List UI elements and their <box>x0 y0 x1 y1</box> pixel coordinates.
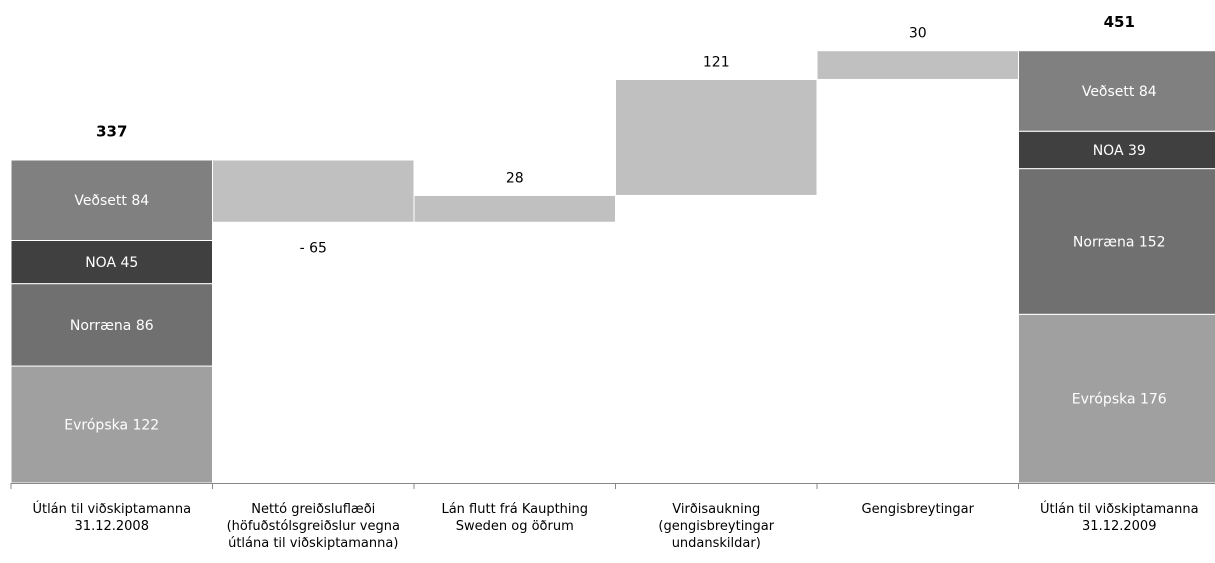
category-label-line: 31.12.2008 <box>75 519 149 534</box>
category-label: Gengisbreytingar <box>862 502 975 517</box>
category-label-line: Nettó greiðsluflæði <box>251 502 375 517</box>
segment-evr-pska <box>1018 313 1215 484</box>
change-label: 121 <box>703 54 730 70</box>
segment-evr-pska <box>10 365 213 484</box>
category-label-line: Útlán til viðskiptamanna <box>1040 501 1199 517</box>
category-label: Lán flutt frá Kaupthing Sweden og öðrum <box>441 502 588 534</box>
segment-label: Norræna 86 <box>70 318 154 334</box>
category-label-line: Sweden og öðrum <box>456 519 574 534</box>
change-bar <box>816 50 1019 80</box>
change-label: 30 <box>909 26 927 42</box>
total-label: 337 <box>96 122 127 140</box>
category-label: Nettó greiðsluflæði (höfuðstólsgreiðslur … <box>227 502 400 551</box>
category-label-line: (höfuðstólsgreiðslur vegna <box>227 519 400 534</box>
segment-label: Veðsett 84 <box>1082 84 1157 100</box>
category-label-line: Gengisbreytingar <box>862 502 975 517</box>
change-bar <box>615 78 818 196</box>
category-label: Útlán til viðskiptamanna 31.12.2008 <box>32 501 191 534</box>
segment-label: Evrópska 176 <box>1072 392 1167 408</box>
segment-label: Veðsett 84 <box>74 193 149 209</box>
category-label-line: 31.12.2009 <box>1082 519 1156 534</box>
change-label: - 65 <box>300 240 327 256</box>
change-bar <box>413 194 616 223</box>
category-label-line: Útlán til viðskiptamanna <box>32 501 191 517</box>
segment-label: NOA 45 <box>85 255 138 271</box>
category-label-line: útlána til viðskiptamanna) <box>228 536 398 551</box>
segment-label: Norræna 152 <box>1073 234 1166 250</box>
total-label: 451 <box>1104 13 1135 31</box>
segment-ve-sett <box>10 159 213 241</box>
segment-norr-na <box>10 283 213 367</box>
change-bar <box>212 159 415 223</box>
category-label-line: Virðisaukning <box>672 502 760 517</box>
category-label-line: undanskildar) <box>672 536 761 551</box>
change-label: 28 <box>506 170 524 186</box>
segment-norr-na <box>1018 168 1215 315</box>
category-label-line: (gengisbreytingar <box>658 519 774 534</box>
category-label: Virðisaukning (gengisbreytingar undanskild… <box>658 502 774 551</box>
segment-ve-sett <box>1018 50 1215 132</box>
segment-label: Evrópska 122 <box>64 418 159 434</box>
segment-label: NOA 39 <box>1093 143 1146 159</box>
category-label: Útlán til viðskiptamanna 31.12.2009 <box>1040 501 1199 534</box>
category-label-line: Lán flutt frá Kaupthing <box>441 502 588 517</box>
